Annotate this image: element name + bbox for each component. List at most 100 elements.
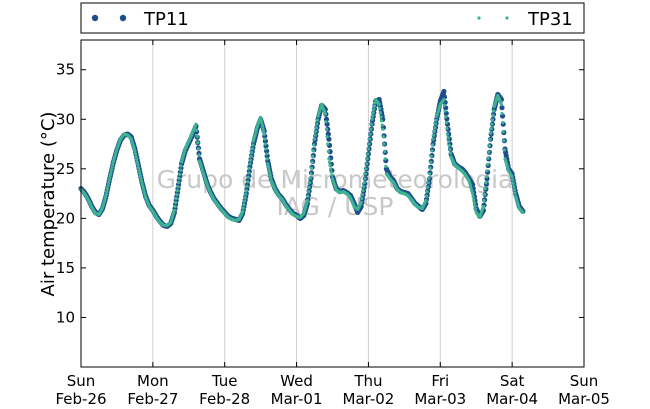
data-point-tp31 [430, 143, 435, 147]
data-point-tp31 [248, 158, 253, 162]
data-point-tp31 [483, 193, 487, 197]
data-point-tp31 [250, 150, 254, 155]
data-point-tp31 [381, 135, 385, 139]
y-tick-label: 10 [56, 308, 75, 326]
data-point-tp31 [177, 176, 181, 180]
data-point-tp31 [368, 137, 372, 141]
data-point-tp31 [364, 167, 368, 171]
data-point-tp31 [371, 111, 375, 115]
data-point-tp31 [245, 184, 249, 188]
data-point-tp31 [138, 171, 142, 175]
data-point-tp31 [105, 190, 109, 194]
legend-label-tp31: TP31 [527, 9, 573, 30]
data-point-tp31 [243, 196, 247, 200]
data-point-tp31 [195, 134, 199, 138]
data-point-tp31 [424, 198, 428, 203]
data-point-tp31 [365, 157, 369, 161]
data-point-tp31 [430, 149, 434, 153]
data-point-tp31 [106, 184, 110, 188]
data-point-tp31 [309, 172, 313, 176]
data-point-tp31 [489, 127, 493, 131]
data-point-tp31 [173, 204, 177, 209]
data-point-tp31 [433, 122, 438, 126]
data-point-tp31 [265, 152, 269, 156]
data-point-tp31 [431, 137, 435, 141]
data-point-tp31 [133, 149, 137, 153]
data-point-tp31 [361, 189, 365, 193]
data-point-tp31 [313, 133, 317, 137]
data-point-tp31 [513, 191, 517, 195]
data-point-tp31 [174, 196, 178, 201]
data-point-tp31 [250, 147, 254, 151]
data-point-tp31 [174, 200, 178, 205]
data-point-tp31 [241, 206, 245, 210]
data-point-tp31 [249, 154, 253, 158]
legend-frame [80, 2, 585, 34]
data-point-tp31 [360, 193, 364, 197]
data-point-tp31 [363, 172, 367, 176]
data-point-tp31 [307, 185, 311, 189]
data-point-tp31 [104, 193, 108, 197]
data-point-tp31 [324, 120, 328, 124]
x-tick-label-day: Sun [570, 372, 599, 390]
x-tick-label-day: Sat [500, 372, 525, 390]
data-point-tp31 [133, 152, 138, 156]
data-point-tp31 [363, 177, 367, 181]
data-point-tp31 [492, 109, 496, 113]
data-point-tp31 [143, 193, 147, 197]
data-point-tp31 [244, 189, 248, 193]
data-point-tp31 [327, 160, 332, 164]
data-point-tp31 [490, 118, 494, 122]
data-point-tp31 [427, 172, 432, 176]
data-point-tp31 [137, 168, 141, 173]
y-tick-label: 25 [56, 160, 75, 178]
data-point-tp31 [367, 142, 371, 146]
data-point-tp31 [263, 142, 267, 146]
data-point-tp31 [175, 189, 179, 193]
data-point-tp31 [502, 148, 506, 152]
data-point-tp31 [427, 176, 431, 180]
data-point-tp31 [135, 160, 139, 164]
data-point-tp31 [382, 142, 386, 146]
data-point-tp31 [260, 124, 264, 128]
data-point-tp31 [176, 185, 180, 189]
plot-frame [80, 39, 585, 368]
data-point-tp31 [490, 122, 494, 126]
data-point-tp31 [502, 139, 506, 143]
data-point-tp31 [472, 201, 476, 205]
data-point-tp31 [499, 102, 503, 106]
data-point-tp31 [425, 190, 429, 194]
data-point-tp31 [177, 180, 181, 185]
data-point-tp31 [259, 118, 263, 122]
data-point-tp31 [262, 132, 266, 136]
x-tick-label-date: Mar-03 [414, 390, 466, 408]
data-point-tp31 [252, 137, 256, 141]
x-tick-label-date: Mar-02 [343, 390, 395, 408]
x-tick-label-date: Mar-04 [486, 390, 538, 408]
data-point-tp31 [371, 114, 375, 118]
data-point-tp31 [485, 169, 489, 173]
data-point-tp31 [329, 167, 333, 171]
data-point-tp31 [471, 192, 475, 196]
data-point-tp31 [326, 149, 330, 154]
data-point-tp31 [369, 122, 373, 126]
data-point-tp31 [110, 165, 114, 169]
data-point-tp31 [471, 195, 475, 199]
data-point-tp31 [327, 157, 331, 161]
x-tick-label-day: Mon [137, 372, 169, 390]
data-point-tp31 [329, 170, 333, 174]
data-point-tp31 [261, 126, 265, 131]
data-point-tp31 [473, 204, 477, 208]
legend-marker-tp31-b [505, 16, 509, 20]
data-point-tp31 [377, 102, 381, 106]
data-point-tp31 [135, 157, 139, 161]
data-point-tp31 [486, 162, 490, 167]
data-point-tp31 [308, 176, 312, 180]
y-tick-label: 30 [56, 110, 75, 128]
data-point-tp31 [366, 152, 370, 156]
data-point-tp31 [489, 131, 493, 135]
data-point-tp31 [484, 181, 488, 185]
data-point-tp31 [365, 162, 369, 166]
legend-marker-tp11-a [91, 14, 99, 22]
